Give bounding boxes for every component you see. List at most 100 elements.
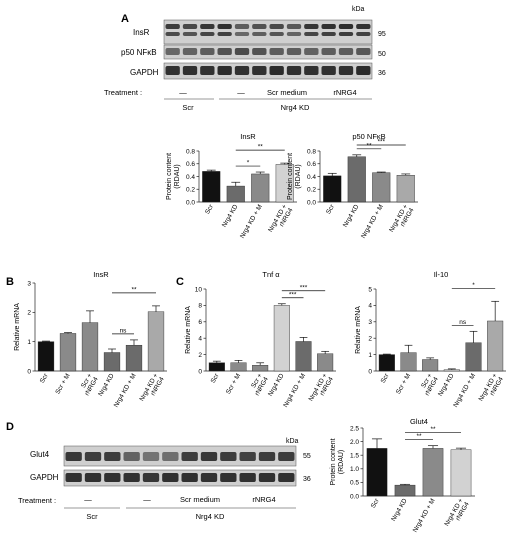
bar <box>273 305 290 372</box>
blot-band <box>181 473 198 482</box>
blot-band <box>269 48 284 55</box>
x-tick-label-line: Scr <box>204 203 215 216</box>
blot-a-strip-insr <box>163 19 373 45</box>
blot-d-row-gapdh: GAPDH 36 <box>30 469 311 487</box>
blot-a-treatment-1: — <box>179 88 187 97</box>
kda-label-d: kDa <box>286 438 299 445</box>
blot-band <box>356 66 371 75</box>
chart-d-glut4: Glut4 0.0 0.5 1.0 1.5 2.0 2.5 Protein content(R… <box>330 417 475 534</box>
bar <box>323 175 342 203</box>
blot-a-row-insr: InsR 95 <box>133 19 386 45</box>
blot-a-mw-insr: 95 <box>378 31 386 38</box>
blot-band <box>252 48 267 55</box>
blot-band <box>338 24 354 29</box>
panel-label-c: C <box>176 276 184 288</box>
panel-label-a: A <box>121 13 129 25</box>
y-tick-label: 2.0 <box>350 439 359 446</box>
blot-d-label-glut4: Glut4 <box>30 450 50 459</box>
x-tick-label: Nrg4 KD + M <box>452 373 477 409</box>
blot-d-group-nrg4kd: Nrg4 KD <box>196 512 225 521</box>
blot-a-mw-gapdh: 36 <box>378 70 386 77</box>
bar <box>208 362 225 372</box>
y-tick-label: 1.5 <box>350 453 359 460</box>
x-tick-label-line: Nrg4 KD + M <box>113 373 138 409</box>
blot-band <box>234 24 250 29</box>
x-tick-label-line: Nrg4 KD + M <box>452 373 477 409</box>
x-tick-label-line: Nrg4 KD + M <box>239 204 264 240</box>
y-axis-label-line: Relative mRNA <box>355 306 362 354</box>
x-tick-label: Scr + M <box>54 373 71 396</box>
y-tick-label: 2 <box>198 352 202 359</box>
blot-band <box>123 473 140 482</box>
y-tick-label: 1.0 <box>350 466 359 473</box>
bar <box>125 344 143 372</box>
x-tick-label-line: Scr + M <box>54 373 71 396</box>
y-tick-label: 1 <box>27 339 31 346</box>
blot-band <box>165 24 180 29</box>
blot-band <box>269 66 284 75</box>
x-tick-label: Scr <box>204 203 215 216</box>
blot-band <box>234 48 250 55</box>
bar <box>372 172 391 203</box>
x-tick-label: Scr <box>210 372 221 385</box>
blot-band <box>321 66 336 75</box>
blot-band <box>258 452 276 461</box>
y-tick-label: 0.6 <box>186 161 195 168</box>
x-tick-label-line: Nrg4 KD <box>390 497 409 522</box>
y-tick-label: 3 <box>368 319 372 326</box>
chart-title: Il-10 <box>434 270 449 279</box>
x-tick-label-line: Scr + M <box>225 373 242 396</box>
blot-a-row-p50: p50 NFκB 50 <box>121 44 386 60</box>
x-tick-label: Scr <box>39 372 50 385</box>
blot-a-strip-p50 <box>163 44 373 60</box>
y-tick-label: 0.6 <box>307 161 316 168</box>
blot-band <box>182 48 198 55</box>
blot-band <box>200 48 215 55</box>
blot-band <box>338 48 354 55</box>
blot-band <box>200 24 215 29</box>
x-tick-label: Nrg4 KD +rNRG4 <box>478 372 506 406</box>
y-tick-label: 0.2 <box>186 187 195 194</box>
blot-band <box>200 32 215 36</box>
panel-label-b: B <box>6 276 14 288</box>
bar <box>422 448 444 497</box>
blot-band <box>338 66 354 75</box>
blot-d-treatment-4: rNRG4 <box>252 495 275 504</box>
significance-label: ** <box>430 426 436 433</box>
blot-band <box>321 48 336 55</box>
y-axis-label-line: Relative mRNA <box>14 303 21 351</box>
blot-d-strip-gapdh <box>63 469 297 487</box>
kda-label-a: kDa <box>352 6 365 13</box>
blot-d-label-gapdh: GAPDH <box>30 473 59 482</box>
blot-band <box>200 452 218 461</box>
x-tick-label-line: Nrg4 KD + M <box>412 498 437 534</box>
blot-band <box>321 32 336 36</box>
x-tick-label: Scr <box>370 497 381 510</box>
bar <box>347 156 366 203</box>
blot-d-row-glut4: Glut4 55 <box>30 445 311 467</box>
blot-band <box>304 24 319 29</box>
x-tick-label: Nrg4 KD + M <box>360 204 385 240</box>
blot-a-treatment-3: Scr medium <box>267 88 307 97</box>
blot-d-mw-glut4: 55 <box>303 453 311 460</box>
bar <box>487 320 504 372</box>
bar <box>450 449 472 497</box>
x-tick-label-line: Nrg4 KD + M <box>360 204 385 240</box>
blot-band <box>338 32 354 36</box>
blot-band <box>200 473 218 482</box>
bar <box>317 353 334 372</box>
blot-a-row-gapdh: GAPDH 36 <box>130 62 386 80</box>
blot-band <box>278 452 295 461</box>
blot-d-treatment-label: Treatment : <box>18 496 56 505</box>
blot-band <box>286 48 302 55</box>
y-tick-label: 5 <box>368 286 372 293</box>
blot-band <box>84 452 102 461</box>
blot-a-label-p50: p50 NFκB <box>121 48 157 57</box>
y-tick-label: 1 <box>368 352 372 359</box>
x-tick-label: Nrg4 KD +rNRG4 <box>388 203 416 237</box>
blot-band <box>286 32 302 36</box>
x-tick-label: Nrg4 KD <box>267 372 286 397</box>
y-tick-label: 10 <box>195 286 203 293</box>
